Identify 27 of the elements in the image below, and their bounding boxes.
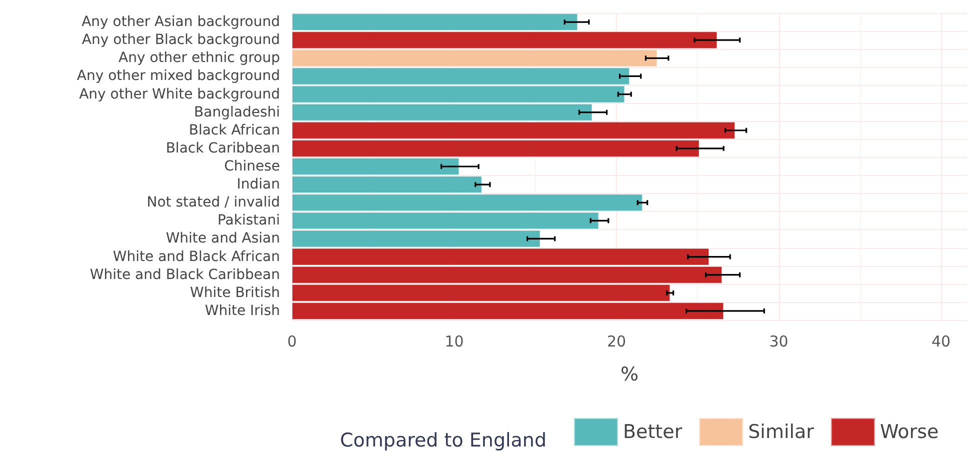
x-tick-label: 20 xyxy=(606,332,626,350)
y-tick-label: Black African xyxy=(188,122,280,138)
x-tick-label: 10 xyxy=(444,332,464,350)
x-tick-label: 30 xyxy=(769,332,788,350)
legend-label: Worse xyxy=(880,421,939,443)
y-tick-label: White and Asian xyxy=(166,230,280,247)
x-tick-label: 40 xyxy=(931,332,951,350)
y-tick-label: Not stated / invalid xyxy=(146,194,280,211)
y-tick-label: Indian xyxy=(236,176,280,193)
y-tick-label: White British xyxy=(190,284,280,301)
y-tick-label: White Irish xyxy=(204,302,280,319)
y-tick-label: Any other White background xyxy=(79,86,280,102)
y-tick-label: Pakistani xyxy=(217,212,280,229)
y-tick-label: Any other ethnic group xyxy=(118,50,280,66)
y-tick-label: Any other Black background xyxy=(82,32,280,48)
y-tick-label: Any other mixed background xyxy=(76,68,280,84)
y-tick-label: White and Black African xyxy=(112,248,280,265)
y-tick-label: Any other Asian background xyxy=(82,14,280,30)
legend-label: Similar xyxy=(748,421,814,443)
y-tick-label: Bangladeshi xyxy=(194,104,280,120)
x-tick-label: 0 xyxy=(287,332,297,350)
y-tick-label: Chinese xyxy=(224,158,280,174)
x-axis-title: % xyxy=(620,364,639,386)
y-tick-label: White and Black Caribbean xyxy=(90,266,280,283)
y-tick-label: Black Caribbean xyxy=(166,140,280,156)
legend-label: Better xyxy=(623,421,682,443)
legend-title: Compared to England xyxy=(340,430,547,452)
